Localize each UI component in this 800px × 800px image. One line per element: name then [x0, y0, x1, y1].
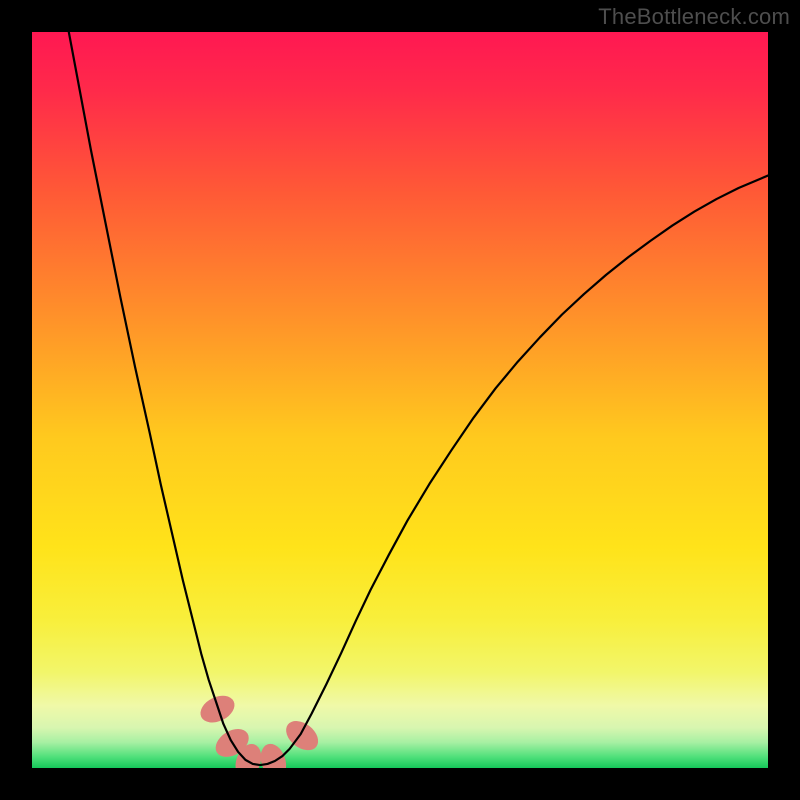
plot-svg [32, 32, 768, 768]
plot-area [32, 32, 768, 768]
chart-frame: TheBottleneck.com [0, 0, 800, 800]
watermark-text: TheBottleneck.com [598, 4, 790, 30]
